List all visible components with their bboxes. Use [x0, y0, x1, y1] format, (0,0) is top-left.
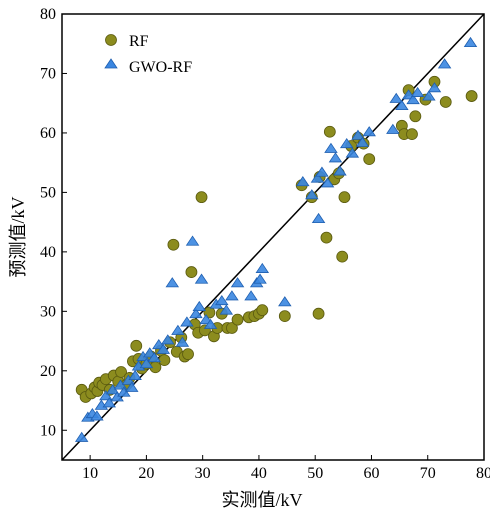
gwo-rf-point — [339, 137, 354, 149]
rf-point — [167, 238, 180, 251]
gwo-rf-point — [125, 381, 139, 392]
y-tick-label: 70 — [40, 65, 56, 82]
plot-area: 10 20 30 40 50 60 70 80 10 20 30 40 50 60 70 80 — [40, 6, 490, 482]
gwo-rf-point — [175, 336, 190, 347]
gwo-rf-point — [395, 99, 409, 111]
gwo-rf-point — [437, 58, 452, 69]
gwo-rf-point — [90, 410, 104, 421]
y-tick-label: 20 — [40, 363, 56, 380]
gwo-rf-point — [351, 129, 365, 140]
rf-point — [439, 96, 452, 108]
legend-label-rf: RF — [129, 33, 149, 50]
rf-point — [406, 128, 418, 141]
y-tick-label: 80 — [40, 6, 56, 23]
x-tick-label: 10 — [82, 465, 98, 482]
gwo-rf-point — [225, 290, 239, 301]
rf-point — [409, 110, 422, 123]
gwo-rf-point — [244, 290, 258, 301]
gwo-rf-point — [427, 82, 442, 93]
y-tick-label: 30 — [40, 303, 56, 320]
gwo-rf-point — [386, 123, 400, 134]
gwo-rf-point — [185, 235, 200, 246]
rf-point — [278, 310, 291, 322]
rf-point — [312, 307, 325, 320]
rf-point — [320, 231, 333, 244]
rf-point — [185, 266, 198, 278]
legend: RF GWO-RF — [104, 33, 192, 76]
gwo-rf-point — [311, 212, 326, 224]
gwo-rf-point — [102, 397, 117, 408]
x-axis-title: 实测值/kV — [222, 490, 303, 510]
rf-point — [323, 125, 336, 138]
gwo-rf-point — [320, 177, 335, 188]
rf-point — [336, 250, 349, 263]
gwo-rf-point — [219, 304, 234, 315]
gwo-rf-point — [203, 318, 218, 329]
gwo-rf-point — [253, 273, 267, 284]
data-points — [74, 36, 478, 442]
rf-point — [338, 191, 351, 204]
legend-marker-gwo-rf — [104, 58, 118, 69]
y-tick-label: 50 — [40, 184, 56, 201]
x-tick-label: 70 — [420, 465, 436, 482]
rf-point — [115, 366, 127, 378]
gwo-rf-point — [389, 92, 403, 103]
rf-point — [158, 354, 171, 366]
y-axis-title: 预测值/kV — [8, 196, 28, 277]
rf-point — [130, 339, 143, 352]
gwo-rf-point — [255, 262, 270, 273]
gwo-rf-point — [296, 176, 310, 187]
gwo-rf-point — [74, 431, 89, 442]
rf-point — [195, 191, 208, 204]
rf-point — [256, 304, 269, 317]
rf-point — [226, 322, 238, 334]
plot-frame — [61, 13, 485, 461]
gwo-rf-point — [278, 296, 292, 307]
gwo-rf-point — [215, 294, 229, 306]
rf-point — [363, 153, 376, 165]
rf-point — [182, 348, 194, 361]
gwo-rf-point — [422, 90, 436, 101]
gwo-rf-point — [156, 343, 171, 354]
y-tick-label: 10 — [40, 422, 56, 439]
gwo-rf-point — [230, 277, 245, 288]
axis-ticks: 10 20 30 40 50 60 70 80 10 20 30 40 50 60 70 80 — [40, 6, 490, 482]
gwo-rf-point — [410, 86, 425, 97]
gwo-rf-point — [406, 93, 420, 105]
rf-point — [231, 313, 244, 326]
gwo-rf-point — [315, 166, 329, 177]
gwo-rf-point — [165, 277, 180, 288]
gwo-rf-point — [147, 352, 162, 363]
gwo-rf-point — [305, 189, 319, 200]
gwo-rf-point — [345, 147, 360, 158]
gwo-rf-point — [310, 172, 325, 183]
x-tick-label: 40 — [251, 465, 267, 482]
gwo-rf-point — [171, 324, 185, 335]
gwo-rf-point — [362, 126, 376, 137]
legend-label-gwo-rf: GWO-RF — [129, 59, 192, 76]
gwo-rf-point — [324, 142, 338, 153]
x-tick-label: 30 — [195, 465, 211, 482]
gwo-rf-point — [139, 357, 154, 369]
gwo-rf-point — [161, 334, 175, 345]
gwo-rf-point — [328, 152, 343, 163]
gwo-rf-point — [463, 36, 478, 47]
x-tick-label: 50 — [307, 465, 323, 482]
legend-marker-rf — [105, 34, 117, 46]
gwo-rf-point — [99, 390, 113, 401]
gwo-rf-point — [192, 300, 207, 312]
gwo-rf-point — [194, 273, 209, 284]
x-tick-label: 80 — [476, 465, 490, 482]
gwo-rf-point — [333, 165, 347, 176]
y-tick-label: 60 — [40, 125, 56, 142]
x-tick-label: 60 — [363, 465, 379, 482]
gwo-rf-point — [128, 369, 142, 381]
y-tick-label: 40 — [40, 244, 56, 261]
gwo-rf-point — [180, 316, 194, 327]
x-tick-label: 20 — [138, 465, 154, 482]
gwo-rf-point — [189, 308, 203, 319]
gwo-rf-point — [355, 136, 370, 147]
rf-point — [465, 90, 478, 102]
